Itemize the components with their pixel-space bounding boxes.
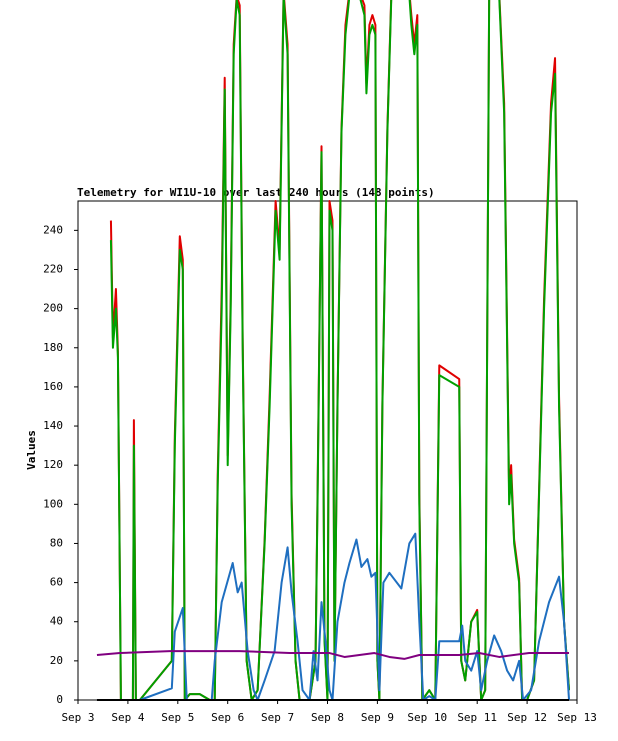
x-tick-label: Sep 7 bbox=[261, 711, 294, 724]
x-tick-label: Sep 3 bbox=[61, 711, 94, 724]
x-tick-label: Sep 4 bbox=[111, 711, 144, 724]
series-line bbox=[109, 0, 571, 701]
y-tick-label: 40 bbox=[50, 615, 63, 628]
y-axis-label: Values bbox=[25, 430, 38, 470]
x-tick-label: Sep 9 bbox=[361, 711, 394, 724]
x-tick-label: Sep 10 bbox=[407, 711, 447, 724]
y-tick-label: 20 bbox=[50, 654, 63, 667]
x-tick-label: Sep 12 bbox=[507, 711, 547, 724]
series-line bbox=[139, 532, 571, 701]
x-tick-label: Sep 11 bbox=[457, 711, 497, 724]
y-tick-label: 120 bbox=[43, 458, 63, 471]
y-tick-label: 220 bbox=[43, 262, 63, 275]
x-tick-label: Sep 13 bbox=[557, 711, 597, 724]
y-tick-label: 60 bbox=[50, 576, 63, 589]
x-tick-label: Sep 8 bbox=[311, 711, 344, 724]
x-tick-label: Sep 5 bbox=[161, 711, 194, 724]
y-tick-label: 80 bbox=[50, 536, 63, 549]
y-tick-label: 140 bbox=[43, 419, 63, 432]
y-tick-label: 100 bbox=[43, 497, 63, 510]
chart-title: Telemetry for WI1U-10 over last 240 hour… bbox=[77, 186, 435, 199]
x-tick-label: Sep 6 bbox=[211, 711, 244, 724]
series-line bbox=[96, 650, 570, 660]
y-tick-label: 180 bbox=[43, 341, 63, 354]
series-line bbox=[109, 0, 571, 701]
y-tick-label: 0 bbox=[56, 693, 63, 706]
y-tick-label: 200 bbox=[43, 302, 63, 315]
y-tick-label: 240 bbox=[43, 223, 63, 236]
y-tick-label: 160 bbox=[43, 380, 63, 393]
